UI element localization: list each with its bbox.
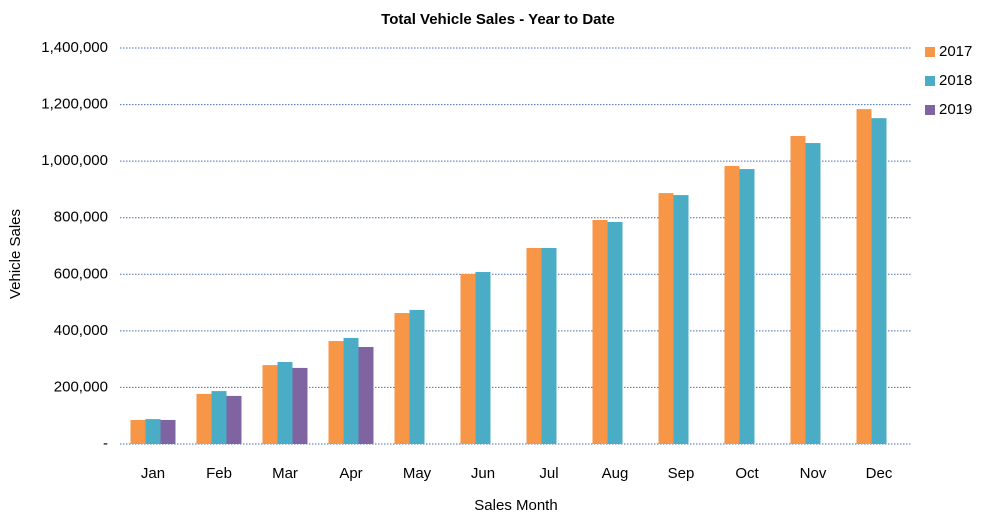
y-tick-label: 1,000,000 xyxy=(41,152,108,169)
x-tick-label: Dec xyxy=(866,465,893,482)
x-tick-label: Nov xyxy=(800,465,827,482)
bar xyxy=(739,169,755,444)
y-tick-label: 1,400,000 xyxy=(41,39,108,56)
y-tick-label: 200,000 xyxy=(54,378,108,395)
bar xyxy=(805,143,821,445)
bar xyxy=(460,274,476,444)
bar xyxy=(160,419,176,444)
x-tick-label: Jan xyxy=(141,465,165,482)
legend-swatch xyxy=(925,105,935,115)
bar xyxy=(292,367,308,444)
bar xyxy=(211,391,227,444)
bar xyxy=(262,365,278,444)
bar xyxy=(526,247,542,444)
bar xyxy=(358,346,374,444)
legend-label: 2018 xyxy=(939,72,972,89)
y-tick-label: 600,000 xyxy=(54,265,108,282)
bar xyxy=(343,337,359,444)
bar xyxy=(277,361,293,444)
x-tick-label: Mar xyxy=(272,465,298,482)
y-tick-label: - xyxy=(103,435,108,452)
x-tick-label: May xyxy=(403,465,432,482)
bar xyxy=(409,309,425,444)
y-axis-label: Vehicle Sales xyxy=(7,209,24,299)
bar xyxy=(790,135,806,444)
bar xyxy=(328,341,344,444)
bar xyxy=(658,193,674,444)
x-tick-label: Jul xyxy=(539,465,558,482)
y-tick-label: 1,200,000 xyxy=(41,96,108,113)
x-tick-label: Apr xyxy=(339,465,362,482)
bar xyxy=(724,165,740,445)
legend-label: 2017 xyxy=(939,43,972,60)
x-tick-label: Oct xyxy=(735,465,759,482)
x-tick-label: Aug xyxy=(602,465,629,482)
legend-swatch xyxy=(925,47,935,57)
chart-title: Total Vehicle Sales - Year to Date xyxy=(381,11,615,28)
bar xyxy=(196,393,212,444)
bar xyxy=(673,195,689,444)
bar xyxy=(541,247,557,444)
bar xyxy=(475,272,491,444)
x-tick-label: Sep xyxy=(668,465,695,482)
x-tick-label: Jun xyxy=(471,465,495,482)
bar xyxy=(856,109,872,445)
legend-label: 2019 xyxy=(939,101,972,118)
y-tick-label: 400,000 xyxy=(54,322,108,339)
bar xyxy=(130,419,146,444)
bar xyxy=(394,313,410,444)
bar xyxy=(871,118,887,445)
x-axis-label: Sales Month xyxy=(474,497,557,514)
y-tick-label: 800,000 xyxy=(54,209,108,226)
legend-swatch xyxy=(925,76,935,86)
x-tick-label: Feb xyxy=(206,465,232,482)
bar xyxy=(145,419,161,444)
bar xyxy=(592,219,608,444)
bar xyxy=(607,221,623,444)
bar xyxy=(226,395,242,444)
